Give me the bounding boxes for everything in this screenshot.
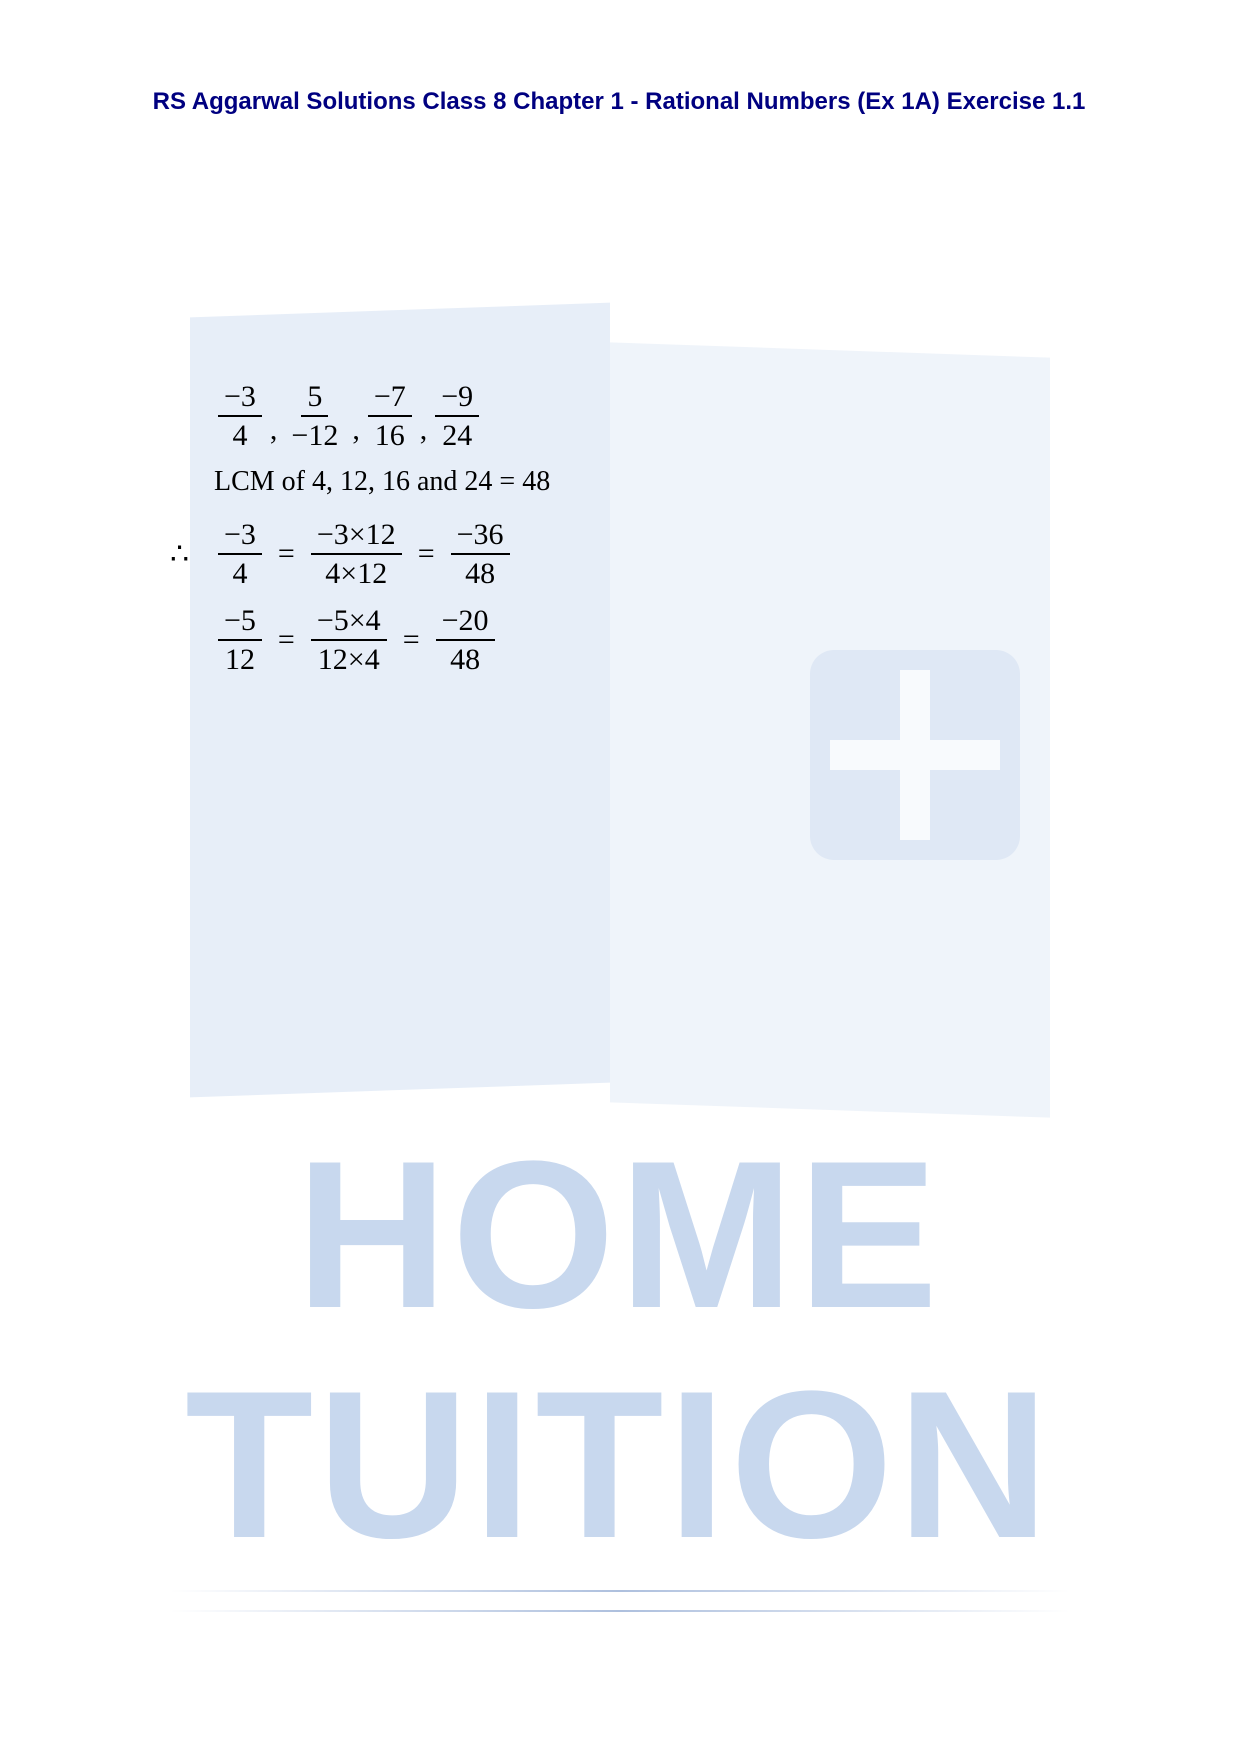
fraction-denominator: 4×12 — [319, 555, 393, 590]
list-separator: , — [270, 413, 278, 447]
step2-frac-c: −20 48 — [436, 604, 495, 676]
equals-sign: = — [418, 537, 435, 571]
fraction-denominator: 12×4 — [312, 641, 386, 676]
fraction-numerator: −36 — [451, 518, 510, 555]
book-plus-logo — [810, 650, 1020, 860]
fraction-denominator: 12 — [219, 641, 261, 676]
step1-frac-c: −36 48 — [451, 518, 510, 590]
fraction-numerator: −3 — [218, 518, 262, 555]
lcm-statement: LCM of 4, 12, 16 and 24 = 48 — [214, 466, 550, 498]
fraction-3: −7 16 — [368, 380, 412, 452]
step2-frac-b: −5×4 12×4 — [311, 604, 387, 676]
watermark-line-2: TUITION — [0, 1360, 1238, 1570]
equals-sign: = — [278, 623, 295, 657]
fraction-2: 5 −12 — [285, 380, 344, 452]
list-separator: , — [352, 413, 360, 447]
equals-sign: = — [403, 623, 420, 657]
watermark-line-1: HOME — [0, 1130, 1238, 1340]
fraction-numerator: −5×4 — [311, 604, 387, 641]
list-separator: , — [420, 413, 428, 447]
fraction-denominator: 4 — [226, 417, 253, 452]
equation-step-2: −5 12 = −5×4 12×4 = −20 48 — [214, 604, 550, 676]
fraction-denominator: 48 — [444, 641, 486, 676]
step2-frac-a: −5 12 — [218, 604, 262, 676]
fraction-denominator: 4 — [226, 555, 253, 590]
math-content: −3 4 , 5 −12 , −7 16 , −9 24 LCM of 4, 1… — [170, 380, 550, 690]
page-title: RS Aggarwal Solutions Class 8 Chapter 1 … — [0, 88, 1238, 116]
fraction-numerator: −5 — [218, 604, 262, 641]
fraction-denominator: −12 — [285, 417, 344, 452]
divider-line-1 — [170, 1590, 1070, 1592]
step1-frac-b: −3×12 4×12 — [311, 518, 402, 590]
fraction-numerator: −9 — [435, 380, 479, 417]
equals-sign: = — [278, 537, 295, 571]
fraction-numerator: −3×12 — [311, 518, 402, 555]
fraction-numerator: −3 — [218, 380, 262, 417]
step1-frac-a: −3 4 — [218, 518, 262, 590]
fraction-denominator: 16 — [369, 417, 411, 452]
fraction-numerator: 5 — [301, 380, 328, 417]
fraction-4: −9 24 — [435, 380, 479, 452]
fraction-list-row: −3 4 , 5 −12 , −7 16 , −9 24 — [214, 380, 550, 452]
fraction-numerator: −20 — [436, 604, 495, 641]
therefore-symbol: ∴ — [170, 537, 214, 572]
divider-line-2 — [170, 1610, 1070, 1612]
fraction-1: −3 4 — [218, 380, 262, 452]
equation-step-1: ∴ −3 4 = −3×12 4×12 = −36 48 — [170, 518, 550, 590]
fraction-denominator: 24 — [436, 417, 478, 452]
fraction-denominator: 48 — [459, 555, 501, 590]
fraction-numerator: −7 — [368, 380, 412, 417]
